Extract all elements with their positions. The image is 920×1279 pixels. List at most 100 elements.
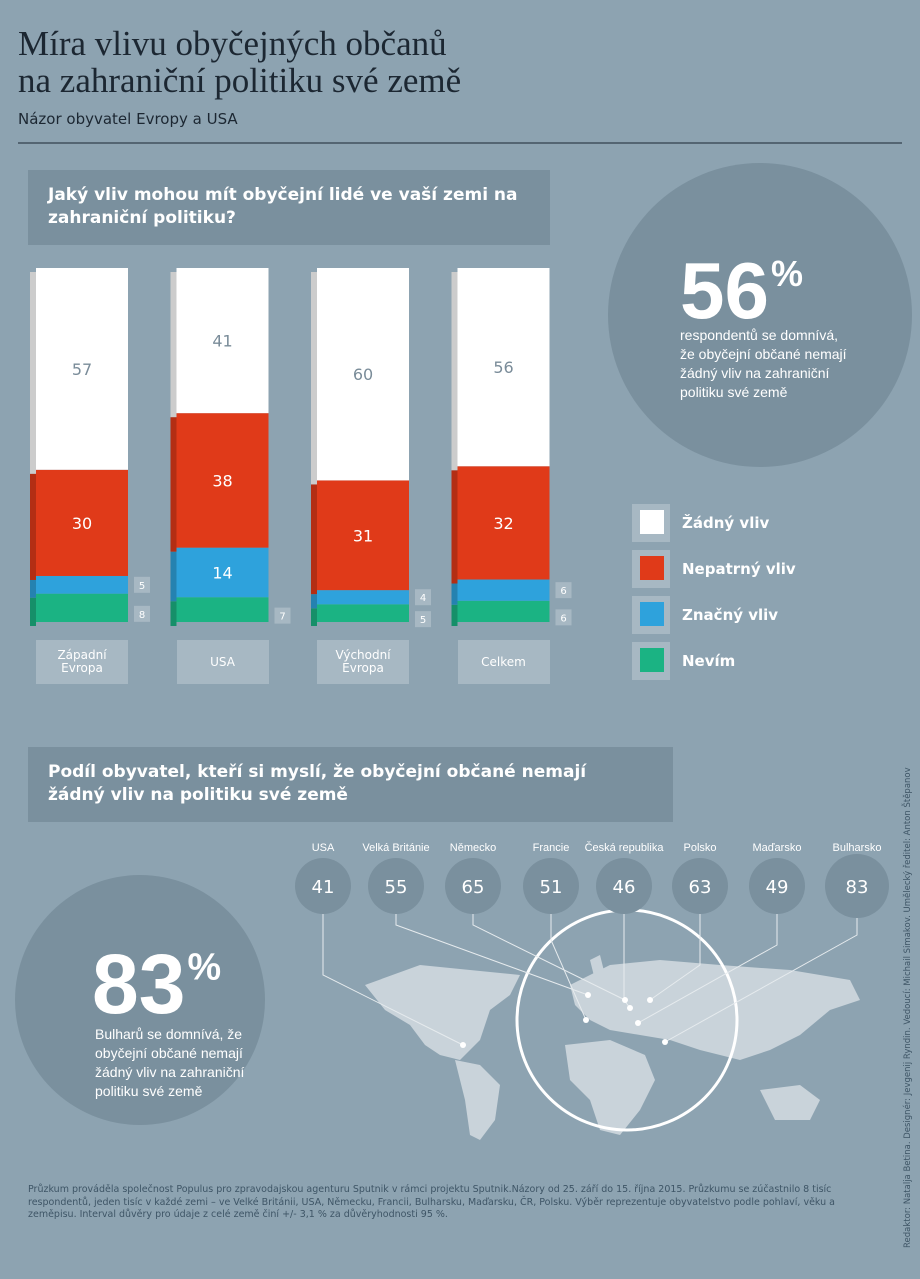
callout-text: Bulharů se domnívá, že obyčejní občané n… [95, 1026, 245, 1099]
bar-side [451, 604, 458, 626]
callout-value: 56 [680, 246, 769, 335]
bar-segment [457, 579, 550, 601]
country-circle [825, 854, 889, 918]
question: Jaký vliv mohou mít obyčejní lidé ve vaš… [48, 185, 518, 228]
country-circle [445, 858, 501, 914]
legend-swatch [640, 602, 664, 626]
callout-value: 83 [92, 937, 185, 1031]
question-box [28, 747, 673, 822]
legend-swatch [640, 556, 664, 580]
bar-segment [317, 268, 409, 481]
value-label: 8 [139, 610, 145, 621]
country-value: 63 [689, 877, 712, 898]
credits: Redaktor: Natalja Betina. Designér: Jevg… [903, 767, 913, 1248]
country-value: 51 [540, 877, 563, 898]
value-label: 30 [72, 514, 92, 533]
value-label: 5 [420, 615, 426, 626]
bar-side [451, 470, 458, 584]
value-label-box [555, 582, 572, 599]
bar-segment [36, 268, 128, 470]
country-value: 55 [385, 877, 408, 898]
value-label: 4 [420, 593, 426, 604]
country-circle [295, 858, 351, 914]
bar-side [30, 597, 36, 626]
bar-segment [317, 480, 409, 591]
value-label-box [134, 605, 150, 622]
country-value: 41 [312, 877, 335, 898]
bar-side [30, 272, 36, 474]
subtitle: Názor obyvatel Evropy a USA [18, 110, 238, 128]
bar-side [170, 551, 177, 602]
bar-side [451, 272, 458, 471]
legend-swatch [640, 648, 664, 672]
bar-side [311, 608, 317, 626]
country-circle [749, 858, 805, 914]
question: Podíl obyvatel, kteří si myslí, že obyče… [48, 762, 587, 805]
bar-side [170, 417, 177, 552]
category-label: Celkem [457, 640, 550, 684]
value-label: 31 [353, 526, 373, 545]
country-name: Bulharsko [833, 842, 882, 854]
value-label-box [134, 576, 150, 593]
value-label: 6 [560, 586, 566, 597]
bar-segment [36, 469, 128, 576]
country-value: 83 [846, 877, 869, 898]
title: na zahraniční politiku své země [18, 61, 461, 100]
value-label: 32 [493, 514, 513, 533]
callout-unit: % [771, 253, 803, 294]
country-name: Česká republika [585, 841, 665, 854]
callout-text: respondentů se domnívá, že obyčejní obča… [680, 327, 847, 400]
bar-side [170, 601, 177, 626]
footer: Průzkum prováděla společnost Populus pro… [28, 1184, 835, 1220]
bar-segment [176, 597, 269, 622]
country-value: 65 [462, 877, 485, 898]
world-map [365, 955, 860, 1140]
bar-segment [317, 590, 409, 605]
bar-segment [457, 600, 550, 622]
value-label-box [415, 589, 431, 606]
value-label-box [274, 607, 291, 624]
country-value: 46 [613, 877, 636, 898]
legend-label: Nepatrný vliv [682, 560, 796, 578]
value-label-box [555, 609, 572, 626]
callout-circle [15, 875, 265, 1125]
category-label: Východní Evropa [317, 640, 409, 684]
value-label: 56 [493, 358, 513, 377]
country-name: Polsko [683, 842, 716, 854]
country-circle [368, 858, 424, 914]
category-label: USA [176, 640, 269, 684]
bar-segment [457, 466, 550, 580]
value-label: 6 [560, 613, 566, 624]
legend-label: Žádný vliv [682, 513, 769, 532]
map-dots [460, 992, 668, 1048]
leader-lines [322, 914, 858, 1046]
country-name: Maďarsko [753, 842, 802, 854]
value-label: 7 [279, 612, 285, 623]
callout-unit: % [187, 946, 221, 988]
category-label: Západní Evropa [36, 640, 128, 684]
bar-segment [317, 604, 409, 622]
country-name: Francie [533, 842, 570, 854]
value-label: 57 [72, 360, 92, 379]
value-label: 5 [139, 581, 145, 592]
value-label: 38 [212, 471, 232, 490]
legend-label: Značný vliv [682, 606, 778, 624]
bar-side [170, 272, 177, 418]
question-box [28, 170, 550, 245]
bar-segment [176, 268, 269, 414]
bar-side [311, 272, 317, 485]
country-value: 49 [766, 877, 789, 898]
bar-segment [176, 413, 269, 548]
bar-segment [176, 547, 269, 598]
bar-side [30, 579, 36, 598]
value-label: 41 [212, 332, 232, 351]
country-name: Velká Británie [362, 842, 429, 854]
country-circle [596, 858, 652, 914]
bar-segment [36, 575, 128, 594]
title: Míra vlivu obyčejných občanů [18, 24, 447, 63]
country-circle [672, 858, 728, 914]
bar-side [451, 583, 458, 605]
bar-segment [36, 593, 128, 622]
